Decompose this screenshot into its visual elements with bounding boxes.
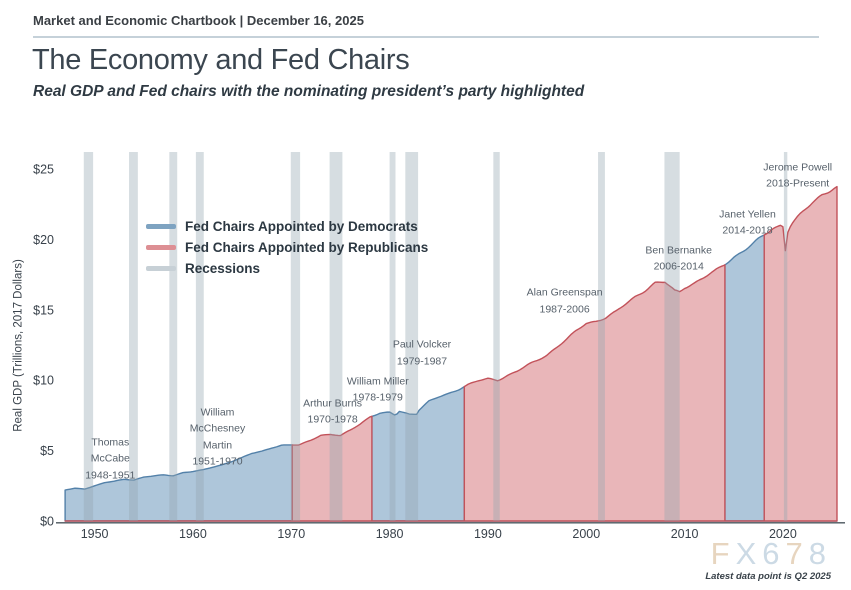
legend-item-republicans: Fed Chairs Appointed by Republicans [146,237,428,258]
chair-annotation: Arthur Burns 1970-1978 [303,397,363,426]
x-tick-label: 1970 [277,527,305,541]
y-tick-label: $25 [33,163,54,177]
recession-band [169,152,178,521]
chair-annotation: Jerome Powell 2018-Present [763,161,833,190]
watermark-letter: 7 [785,536,809,571]
y-tick-label: $15 [33,303,54,317]
header-divider [33,36,819,38]
watermark-letter: F [710,536,736,571]
y-tick-label: $0 [40,515,54,529]
x-tick-label: 1980 [376,527,404,541]
legend-label-democrats: Fed Chairs Appointed by Democrats [185,219,418,234]
gdp-area-republican [64,185,838,522]
legend-swatch-republicans [146,245,176,250]
x-tick-label: 2020 [769,527,797,541]
recession-band [664,152,680,521]
legend-label-republicans: Fed Chairs Appointed by Republicans [185,240,429,255]
x-tick-label: 1950 [81,527,109,541]
chart-legend: Fed Chairs Appointed by Democrats Fed Cha… [146,216,428,279]
chartbook-kicker: Market and Economic Chartbook | December… [33,13,364,28]
chair-annotation: William Miller 1978-1979 [346,375,409,405]
recession-band [329,152,343,521]
chair-annotation: Alan Greenspan 1987-2006 [526,287,603,316]
page-title: The Economy and Fed Chairs [32,44,410,76]
watermark-letter: X [735,536,763,571]
chair-annotation: Janet Yellen 2014-2018 [719,208,776,237]
recession-band [389,152,396,521]
x-tick-label: 2000 [572,527,600,541]
watermark-letter: 6 [762,536,786,571]
x-tick-label: 1990 [474,527,502,541]
legend-item-recessions: Recessions [146,258,428,279]
y-tick-label: $20 [33,233,54,247]
chart-canvas: 1950 1960 1970 1980 1990 2000 2010 2020 $0 $5 $10 $… [33,152,845,541]
chair-annotation: Ben Bernanke 2006-2014 [645,244,712,274]
page-subtitle: Real GDP and Fed chairs with the nominat… [33,83,585,100]
recession-band [83,152,94,521]
fx678-watermark: FX678 [711,536,832,572]
recession-band [290,152,301,521]
recession-band [783,152,788,521]
y-tick-label: $10 [33,374,54,388]
recession-band [598,152,605,521]
recession-band [493,152,500,521]
recession-band [129,152,138,521]
y-tick-label: $5 [40,444,54,458]
recession-band [405,152,419,521]
x-tick-label: 1960 [179,527,207,541]
legend-label-recessions: Recessions [185,261,261,276]
chair-annotation: Thomas McCabe 1948-1951 [85,436,136,482]
chair-annotation: William McChesney Martin 1951-1970 [189,406,246,468]
y-axis-label: Real GDP (Trillions, 2017 Dollars) [12,259,25,432]
chair-annotation: Paul Volcker 1979-1987 [392,339,452,368]
legend-swatch-democrats [146,224,176,229]
x-tick-label: 2010 [671,527,699,541]
gdp-fed-chairs-chart: 1950 1960 1970 1980 1990 2000 2010 2020 $0 $5 $10 $… [0,140,851,590]
legend-item-democrats: Fed Chairs Appointed by Democrats [146,216,428,237]
recession-band [195,152,204,521]
latest-data-footnote: Latest data point is Q2 2025 [705,571,831,582]
legend-swatch-recessions [146,266,176,271]
watermark-letter: 8 [808,536,832,571]
